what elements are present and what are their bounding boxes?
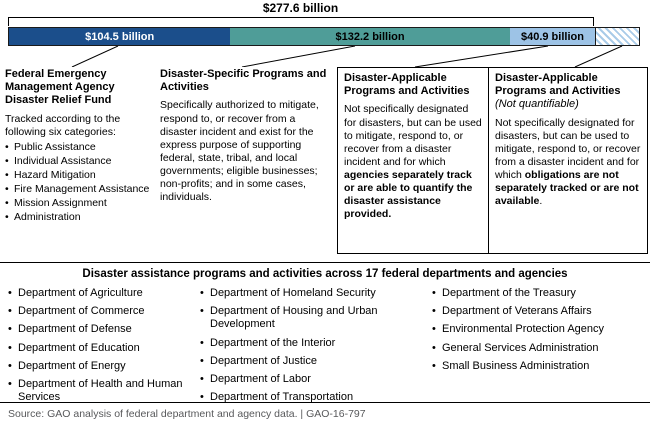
list-item: Department of the Treasury — [432, 287, 642, 300]
heading-text: Disaster-Applicable Programs and Activit… — [495, 72, 621, 98]
list-item: Department of Justice — [200, 355, 432, 368]
departments-panel: Disaster assistance programs and activit… — [0, 262, 650, 405]
departments-list-2: Department of Homeland Security Departme… — [200, 287, 432, 409]
list-item: Department of Education — [8, 342, 200, 355]
list-item: Administration — [5, 211, 153, 224]
segment-value-label: $132.2 billion — [335, 30, 405, 43]
list-item: General Services Administration — [432, 342, 642, 355]
list-item: Small Business Administration — [432, 360, 642, 373]
list-item: Department of Commerce — [8, 305, 200, 318]
list-item: Department of Health and Human Services — [8, 378, 200, 404]
column-heading: Disaster-Specific Programs and Activitie… — [160, 68, 327, 94]
column-body: Not specifically designated for disaster… — [495, 117, 641, 209]
stacked-bar: $104.5 billion $132.2 billion $40.9 bill… — [8, 27, 640, 46]
segment-value-label: $104.5 billion — [85, 30, 155, 43]
column-fema-drf: Federal Emergency Management Agency Disa… — [5, 68, 153, 226]
body-text: Not specifically designated for disaster… — [344, 103, 482, 168]
list-item: Fire Management Assistance — [5, 183, 153, 196]
list-item: Department of Energy — [8, 360, 200, 373]
column-heading: Disaster-Applicable Programs and Activit… — [344, 72, 470, 98]
departments-list-1: Department of Agriculture Department of … — [8, 287, 200, 409]
fema-category-list: Public Assistance Individual Assistance … — [5, 141, 153, 225]
column-body: Specifically authorized to mitigate, res… — [160, 99, 319, 204]
segment-value-label: $40.9 billion — [520, 30, 584, 43]
list-item: Hazard Mitigation — [5, 169, 153, 182]
list-item: Department of Homeland Security — [200, 287, 432, 300]
list-item: Individual Assistance — [5, 155, 153, 168]
list-item: Department of Housing and Urban Developm… — [200, 305, 432, 331]
source-line: Source: GAO analysis of federal departme… — [8, 408, 366, 420]
body-text: Not specifically designated for disaster… — [495, 116, 641, 182]
body-text-bold: obligations are not separately tracked o… — [495, 169, 639, 208]
total-amount-label: $277.6 billion — [262, 1, 339, 15]
column-disaster-specific: Disaster-Specific Programs and Activitie… — [160, 68, 328, 204]
body-text: . — [539, 195, 543, 208]
connector-lines — [71, 46, 623, 67]
bar-segment-disaster-applicable: $40.9 billion — [509, 28, 596, 45]
bar-segment-fema-drf: $104.5 billion — [9, 28, 231, 45]
departments-panel-heading: Disaster assistance programs and activit… — [82, 268, 568, 280]
bar-segment-disaster-specific: $132.2 billion — [230, 28, 510, 45]
total-bracket — [8, 17, 594, 26]
list-item: Department of Labor — [200, 373, 432, 386]
departments-lists: Department of Agriculture Department of … — [0, 287, 650, 409]
not-quantifiable-note: (Not quantifiable) — [495, 98, 579, 111]
list-item: Department of Defense — [8, 323, 200, 336]
column-disaster-applicable: Disaster-Applicable Programs and Activit… — [337, 67, 489, 254]
list-item: Department of Agriculture — [8, 287, 200, 300]
column-heading: Federal Emergency Management Agency Disa… — [5, 68, 115, 107]
list-item: Public Assistance — [5, 141, 153, 154]
list-item: Mission Assignment — [5, 197, 153, 210]
list-item: Environmental Protection Agency — [432, 323, 642, 336]
column-body: Not specifically designated for disaster… — [344, 103, 482, 221]
column-heading: Disaster-Applicable Programs and Activit… — [495, 72, 641, 112]
list-item: Department of Veterans Affairs — [432, 305, 642, 318]
list-item: Department of the Interior — [200, 337, 432, 350]
list-item: Department of Transportation — [200, 391, 432, 404]
column-not-quantifiable: Disaster-Applicable Programs and Activit… — [488, 67, 648, 254]
column-intro: Tracked according to the following six c… — [5, 112, 121, 138]
departments-list-3: Department of the Treasury Department of… — [432, 287, 642, 409]
body-text-bold: agencies separately track or are able to… — [344, 169, 473, 221]
bar-segment-not-quantifiable — [595, 28, 639, 45]
